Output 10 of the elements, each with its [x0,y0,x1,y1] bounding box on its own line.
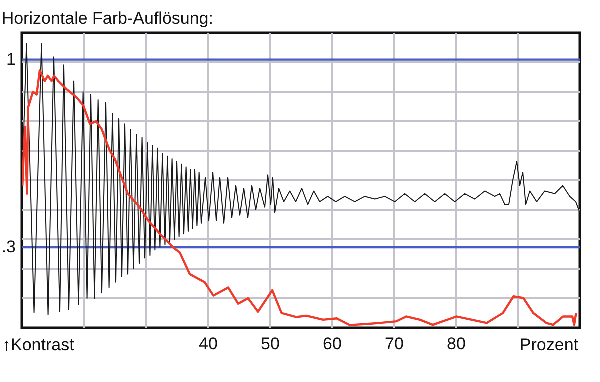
x-tick-label: 80 [447,334,466,354]
ref-line-label: .3 [2,238,16,257]
x-axis-title: Prozent [520,336,579,354]
x-tick-label: 70 [385,334,404,354]
x-tick-label: 40 [199,334,218,354]
x-tick-label: 50 [261,334,280,354]
y-axis-title: ↑Kontrast [2,336,75,354]
chart-title: Horizontale Farb-Auflösung: [2,9,214,28]
ref-line-label: 1 [6,50,16,69]
x-tick-label: 60 [323,334,342,354]
